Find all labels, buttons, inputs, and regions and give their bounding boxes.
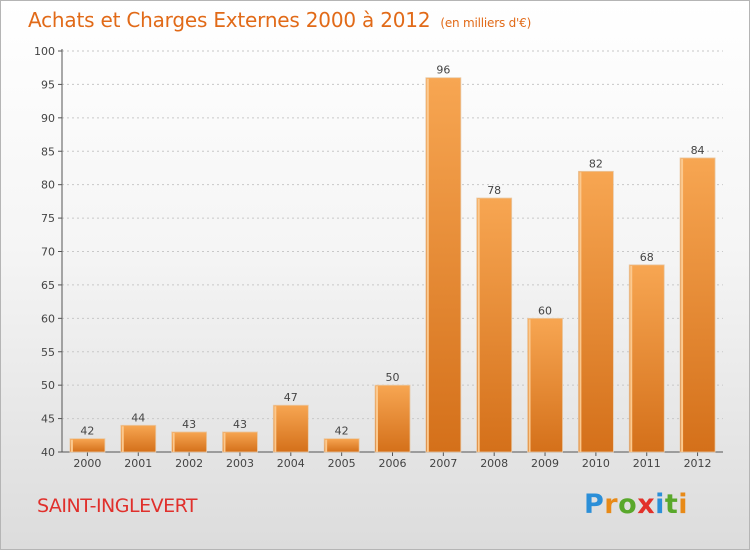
bar [374,384,411,453]
data-label: 82 [589,157,603,170]
data-label: 42 [335,425,349,438]
x-tick-label: 2010 [582,457,610,470]
logo-letter: i [678,489,689,520]
y-tick-label: 85 [41,145,55,158]
y-tick-label: 60 [41,312,55,325]
bar [476,197,513,453]
commune-name: SAINT-INGLEVERT [37,495,198,517]
bar [577,170,614,453]
data-label: 43 [182,418,196,431]
proxiti-logo: Proxiti [584,489,688,520]
x-tick-label: 2008 [480,457,508,470]
bar [425,77,462,453]
gridlines [62,50,723,420]
data-label: 84 [691,144,705,157]
y-tick-label: 55 [41,346,55,359]
x-tick-label: 2006 [379,457,407,470]
logo-letter: i [655,489,665,520]
x-tick-label: 2001 [124,457,152,470]
logo-letter: o [618,489,638,520]
x-tick-label: 2011 [633,457,661,470]
data-label: 42 [80,425,94,438]
x-tick-label: 2004 [277,457,305,470]
bars [69,77,716,453]
data-label: 44 [131,411,145,424]
y-tick-label: 90 [41,112,55,125]
logo-letter: x [637,489,656,520]
y-tick-label: 95 [41,78,55,91]
y-tick-label: 50 [41,379,55,392]
data-label: 68 [640,251,654,264]
data-label: 96 [436,64,450,77]
y-tick-label: 70 [41,246,55,259]
bar [120,424,157,453]
bar [323,438,360,453]
x-tick-label: 2005 [328,457,356,470]
chart-unit: (en milliers d'€) [440,16,532,30]
chart-title: Achats et Charges Externes 2000 à 2012 (e… [28,8,531,32]
x-tick-label: 2002 [175,457,203,470]
bar [222,431,258,453]
data-label: 47 [284,391,298,404]
y-tick-label: 75 [41,212,55,225]
data-label: 43 [233,418,247,431]
y-tick-label: 40 [41,446,55,459]
bar [272,404,309,453]
bar [171,431,208,453]
x-tick-label: 2007 [429,457,457,470]
y-tick-label: 65 [41,279,55,292]
x-tick-label: 2003 [226,457,254,470]
data-label: 60 [538,304,552,317]
y-tick-label: 100 [34,45,55,58]
logo-letter: r [604,489,619,520]
data-label: 50 [386,371,400,384]
x-tick-label: 2000 [73,457,101,470]
bar [679,157,716,453]
labels: 40 45 50 55 60 65 70 75 80 85 90 95 100 42 2000 44 2001 4… [34,45,712,470]
bar [69,438,106,453]
x-tick-label: 2012 [684,457,712,470]
logo-letter: t [664,489,679,520]
x-tick-label: 2009 [531,457,559,470]
logo-letter: P [584,489,605,520]
y-tick-label: 80 [41,179,55,192]
data-label: 78 [487,184,501,197]
bar [527,317,563,453]
y-tick-label: 45 [41,413,55,426]
chart-title-text: Achats et Charges Externes 2000 à 2012 [28,8,431,32]
bar [628,264,665,453]
